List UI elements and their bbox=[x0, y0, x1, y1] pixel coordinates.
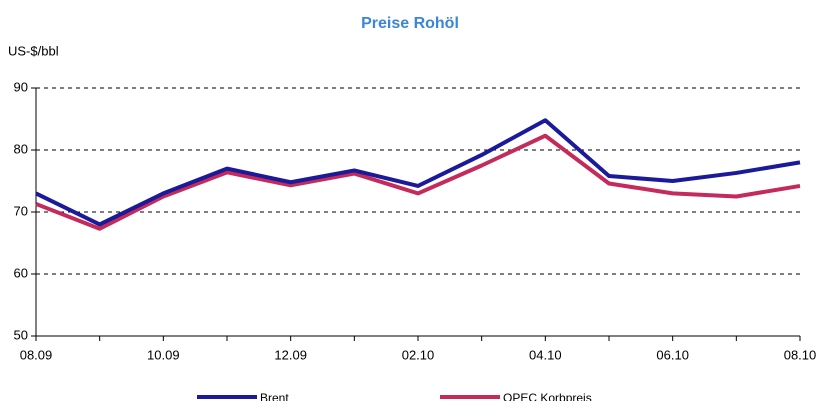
x-tick-label: 10.09 bbox=[147, 347, 180, 362]
x-tick-label: 02.10 bbox=[402, 347, 435, 362]
x-tick-label: 08.09 bbox=[20, 347, 53, 362]
x-tick-label: 06.10 bbox=[656, 347, 689, 362]
y-tick-label: 50 bbox=[14, 327, 28, 342]
y-tick-label: 80 bbox=[14, 141, 28, 156]
series-line bbox=[35, 118, 801, 227]
legend-label: Brent bbox=[260, 391, 289, 401]
y-tick-label: 90 bbox=[14, 79, 28, 94]
y-tick-label: 60 bbox=[14, 265, 28, 280]
chart-title: Preise Rohöl bbox=[361, 15, 459, 32]
x-tick-label: 04.10 bbox=[529, 347, 562, 362]
y-tick-label: 70 bbox=[14, 203, 28, 218]
x-tick-label: 12.09 bbox=[274, 347, 307, 362]
y-axis-label: US-$/bbl bbox=[8, 43, 59, 58]
series-line bbox=[35, 133, 801, 231]
x-tick-label: 08.10 bbox=[784, 347, 817, 362]
legend-label: OPEC Korbpreis bbox=[503, 391, 592, 401]
